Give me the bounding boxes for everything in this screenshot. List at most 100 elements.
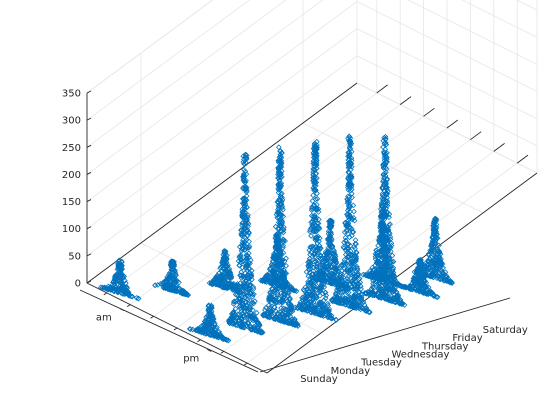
scatter-point [308,249,314,256]
axes-layer [79,82,538,374]
scatter-point [163,282,170,289]
scatter-point [168,266,175,273]
scatter-point [235,258,242,264]
scatter-point [431,292,438,299]
scatter-point [243,189,250,195]
scatter-point [376,255,382,261]
scatter-point [278,280,285,287]
scatter-point [316,235,323,241]
scatter-point [276,295,282,302]
scatter-point [308,207,315,214]
z-tick-label: 200 [62,170,81,181]
scatter-point [343,261,349,267]
x-tick [470,131,482,141]
scatter-point [221,259,227,265]
scatter-point [242,289,249,296]
scatter-point [318,286,324,293]
scatter-point [331,254,338,261]
scatter-point [389,252,396,259]
scatter-point [313,142,320,148]
scatter-point [386,280,393,287]
scatter-point [163,279,169,286]
scatter-point [364,271,370,277]
scatter-point [414,270,421,277]
scatter-point [350,214,357,221]
scatter-point [250,307,256,314]
scatter-point [383,249,389,256]
scatter-point [98,284,104,291]
scatter-point [410,277,417,284]
scatter-point [381,193,387,200]
scatter-point [305,278,311,285]
x-tick [197,339,201,343]
scatter-point [351,208,357,215]
scatter-point [400,284,407,290]
scatter-point [327,221,333,228]
scatter-point [417,282,424,289]
scatter-point [341,269,348,276]
scatter-point [371,285,377,291]
scatter-point [311,279,318,286]
scatter-point [389,295,396,302]
scatter-point [384,186,390,193]
scatter-point [270,252,277,259]
scatter-point [420,281,427,287]
scatter-point [387,248,394,255]
y-axis-line [86,82,358,284]
scatter-point [261,312,268,318]
scatter-point [345,135,351,142]
scatter-point [313,179,320,186]
scatter-point [287,295,293,302]
scatter-point [339,289,346,295]
points-layer [98,133,455,344]
scatter-point [383,260,390,266]
scatter-point [380,162,386,169]
scatter-point [325,254,332,261]
scatter-point [421,289,427,295]
scatter-point [391,276,398,283]
scatter-point [311,202,317,208]
scatter-point [417,267,424,274]
scatter-point [385,294,392,300]
scatter-point [412,286,419,293]
scatter-point [232,291,239,298]
scatter-point [171,278,178,285]
scatter-point [397,297,403,303]
scatter-point [213,274,220,281]
scatter-point [270,269,276,276]
scatter-point [352,291,359,297]
scatter-point [222,275,228,282]
x-axis-front-line [259,297,511,373]
scatter-point [387,221,393,228]
scatter-point [243,252,250,258]
x-tick-label: Friday [452,333,482,344]
z-tick-label: 50 [68,251,81,262]
scatter-point [315,220,322,227]
scatter-point [196,327,203,334]
scatter-point [257,277,264,284]
scatter-point [168,274,175,281]
scatter-point [388,242,395,249]
scatter-point [440,271,446,277]
scatter-point [231,313,237,320]
scatter-point [325,228,332,235]
scatter-point [242,196,249,203]
scatter-point [129,293,136,300]
scatter-point [310,223,316,230]
scatter-point [329,270,335,277]
scatter-point [440,269,446,276]
scatter-point [349,229,356,235]
scatter-point [287,313,294,320]
scatter-point [382,199,389,206]
scatter-point [342,234,349,241]
scatter-point [275,255,281,262]
scatter-point [277,196,283,203]
scatter-point [326,261,332,268]
scatter-point [377,280,384,287]
scatter-point [275,187,282,193]
scatter-point [382,151,389,157]
scatter-point [385,227,392,234]
scatter-point [386,214,392,221]
scatter-point [199,322,205,329]
scatter-point [392,281,399,288]
